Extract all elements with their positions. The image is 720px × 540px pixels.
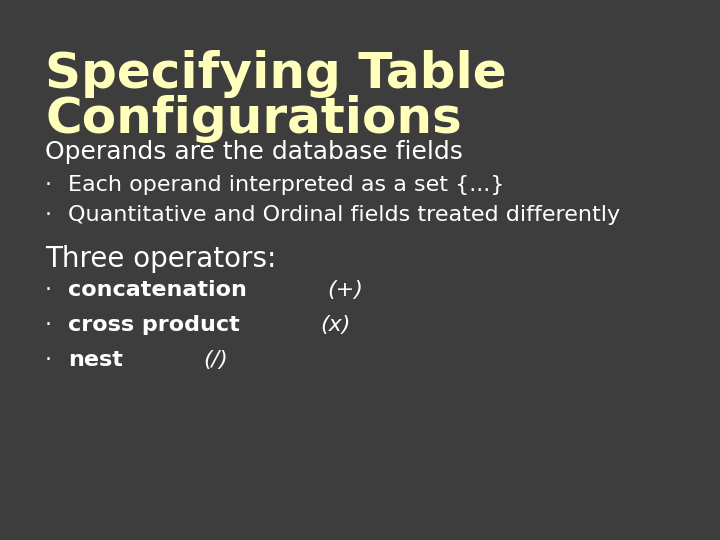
Text: nest: nest xyxy=(68,350,123,370)
Text: ·: · xyxy=(45,350,52,370)
Text: concatenation: concatenation xyxy=(68,280,247,300)
Text: (+): (+) xyxy=(328,280,364,300)
Text: Each operand interpreted as a set {...}: Each operand interpreted as a set {...} xyxy=(68,175,505,195)
Text: Operands are the database fields: Operands are the database fields xyxy=(45,140,463,164)
Text: ·: · xyxy=(45,205,52,225)
Text: ·: · xyxy=(45,175,52,195)
Text: Three operators:: Three operators: xyxy=(45,245,276,273)
Text: (x): (x) xyxy=(320,315,351,335)
Text: ·: · xyxy=(45,315,52,335)
Text: cross product: cross product xyxy=(68,315,240,335)
Text: Configurations: Configurations xyxy=(45,95,462,143)
Text: ·: · xyxy=(45,280,52,300)
Text: (/): (/) xyxy=(204,350,228,370)
Text: Specifying Table: Specifying Table xyxy=(45,50,507,98)
Text: Quantitative and Ordinal fields treated differently: Quantitative and Ordinal fields treated … xyxy=(68,205,620,225)
